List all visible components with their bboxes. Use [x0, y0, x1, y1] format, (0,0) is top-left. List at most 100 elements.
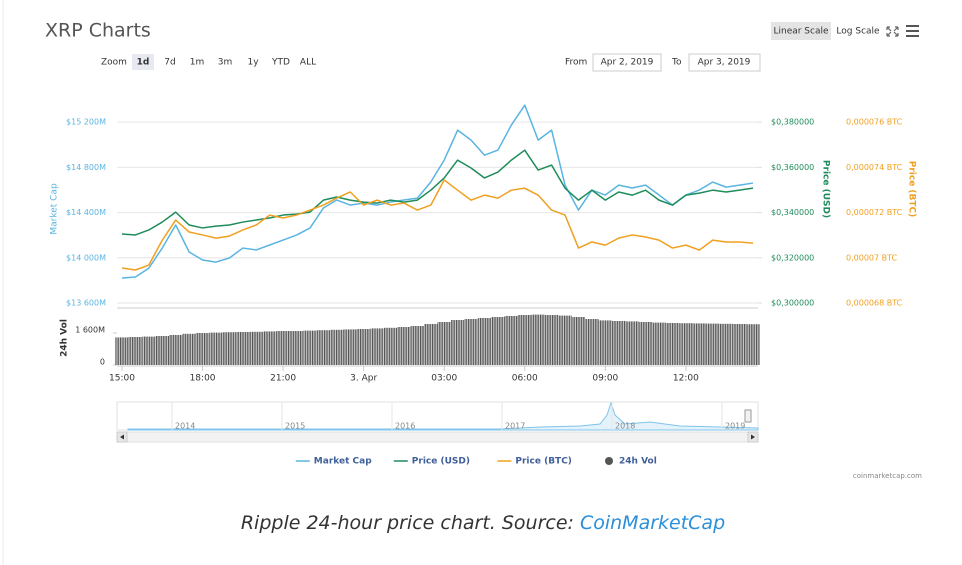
volume-bar	[343, 329, 357, 365]
navigator: 2014 2015 2016 2017 2018 2019	[116, 401, 759, 443]
legend-label: 24h Vol	[619, 457, 657, 467]
volume-bar	[195, 333, 210, 365]
volume-bar	[424, 324, 438, 365]
from-input[interactable]	[592, 53, 662, 72]
zoom-button[interactable]: 7d	[164, 58, 175, 68]
y-axis-title: Market Cap	[50, 183, 60, 235]
legend: Market Cap Price (USD) Price (BTC) 24h Vol	[295, 457, 657, 467]
y-tick-label: $14 800M	[66, 163, 106, 172]
volume-bar	[236, 332, 250, 365]
scale-button[interactable]: Log Scale	[836, 27, 880, 37]
volume-bar	[276, 331, 290, 365]
x-tick-label: 03:00	[431, 374, 457, 384]
volume-bar	[450, 320, 465, 365]
series-line	[121, 149, 754, 236]
scroll-left-arrow	[120, 434, 124, 440]
volume-bar	[504, 316, 519, 365]
navigator-label: 2016	[395, 422, 415, 431]
volume-bar	[585, 319, 599, 365]
legend-item[interactable]: Price (BTC)	[497, 457, 572, 467]
volume-bar	[182, 333, 196, 365]
to-input[interactable]	[688, 53, 761, 72]
y2-tick-label: $0,320000	[771, 253, 814, 262]
legend-item[interactable]: Price (USD)	[393, 457, 470, 467]
fullscreen-icon[interactable]	[886, 26, 899, 37]
y-tick-label: $15 200M	[66, 118, 106, 127]
volume-bar	[142, 336, 156, 365]
caption-text: Ripple 24-hour price chart. Source:	[241, 512, 580, 534]
volume-bar	[719, 323, 733, 365]
volume-bar	[330, 329, 344, 365]
volume-bar	[477, 318, 492, 365]
volume-bar	[652, 322, 666, 365]
volume-bar	[612, 321, 626, 365]
y2-tick-label: $0,300000	[771, 299, 814, 308]
x-tick-label: 12:00	[673, 374, 699, 384]
volume-bar	[598, 320, 613, 365]
volume-bar	[732, 324, 747, 365]
volume-bar	[679, 323, 693, 365]
volume-bar	[155, 336, 169, 365]
y3-tick-label: 0,00007 BTC	[846, 253, 898, 262]
volume-bar	[464, 319, 478, 365]
volume-bar	[692, 323, 707, 365]
y3-tick-label: 0,000074 BTC	[846, 163, 903, 172]
volume-bar	[370, 328, 384, 365]
volume-bar	[383, 327, 398, 365]
volume-bar	[209, 332, 223, 365]
volume-bar	[289, 331, 304, 365]
volume-bar	[571, 317, 586, 365]
volume-bar	[558, 315, 572, 365]
to-label: To	[671, 58, 682, 68]
navigator-label: 2019	[725, 422, 745, 431]
credit: coinmarketcap.com	[853, 472, 922, 480]
scale-button[interactable]: Linear Scale	[773, 27, 829, 37]
zoom-button[interactable]: YTD	[271, 58, 290, 68]
x-tick-label: 06:00	[512, 374, 538, 384]
volume-bar	[356, 329, 371, 365]
x-tick-label: 15:00	[109, 374, 135, 384]
volume-bar	[531, 314, 545, 365]
zoom-button[interactable]: 1y	[247, 58, 259, 68]
scale-button-bg	[771, 22, 831, 40]
caption-link[interactable]: CoinMarketCap	[580, 512, 725, 534]
legend-item[interactable]: Market Cap	[295, 457, 372, 467]
to-date: Apr 3, 2019	[698, 58, 751, 68]
navigator-series	[127, 401, 759, 431]
navigator-handle[interactable]	[744, 409, 752, 423]
volume-bar	[518, 315, 532, 365]
series-line	[121, 104, 754, 279]
volume-bar	[410, 326, 425, 365]
volume-tick-label: 1 600M	[75, 326, 105, 335]
y-tick-label: $14 400M	[66, 208, 106, 217]
y2-tick-label: $0,340000	[771, 208, 814, 217]
volume-bar	[168, 335, 183, 365]
series-line	[121, 179, 754, 271]
menu-icon[interactable]	[906, 25, 919, 37]
caption: Ripple 24-hour price chart. Source: Coin…	[241, 512, 725, 534]
x-tick-label: 21:00	[270, 374, 296, 384]
x-tick-label: 18:00	[190, 374, 216, 384]
zoom-button[interactable]: 3m	[218, 58, 233, 68]
scrollbar[interactable]	[116, 431, 759, 443]
y-tick-label: $14 000M	[66, 253, 106, 262]
legend-item[interactable]: 24h Vol	[605, 457, 657, 467]
y2-tick-label: $0,380000	[771, 118, 814, 127]
zoom-button[interactable]: 1d	[137, 58, 150, 68]
zoom-button[interactable]: 1m	[190, 58, 205, 68]
volume-tick-label: 0	[100, 358, 105, 367]
legend-label: Market Cap	[314, 457, 372, 467]
volume-bar	[128, 337, 143, 365]
y3-tick-label: 0,000068 BTC	[846, 299, 903, 308]
volume-bar	[625, 321, 639, 365]
volume-bar	[638, 322, 653, 365]
volume-bar	[262, 331, 277, 365]
zoom-button[interactable]: ALL	[300, 58, 316, 68]
scroll-right-arrow	[751, 434, 755, 440]
y3-axis-title: Price (BTC)	[907, 161, 917, 218]
volume-bar	[746, 324, 760, 365]
legend-label: Price (BTC)	[515, 457, 572, 467]
volume-bar	[397, 327, 411, 365]
